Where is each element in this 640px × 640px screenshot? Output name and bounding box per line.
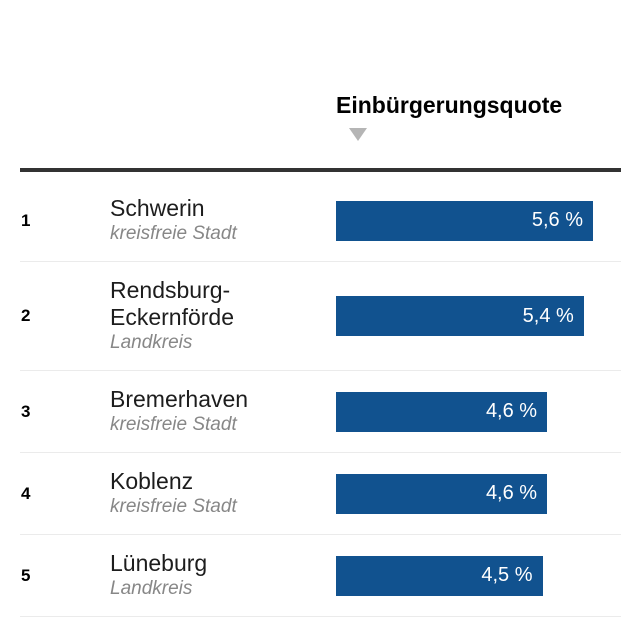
bar-cell: 5,6 % bbox=[336, 200, 621, 241]
value-label: 5,4 % bbox=[522, 304, 574, 327]
rank-cell: 1 bbox=[21, 210, 31, 230]
value-bar: 4,6 % bbox=[336, 473, 548, 514]
region-type: kreisfreie Stadt bbox=[110, 496, 237, 517]
bar-track: 5,6 % bbox=[336, 200, 593, 241]
bar-track: 4,6 % bbox=[336, 391, 593, 432]
table-row: 4 Koblenz kreisfreie Stadt 4,6 % bbox=[20, 453, 621, 535]
column-header-einbuergerungsquote[interactable]: Einbürgerungsquote bbox=[336, 92, 563, 118]
region-name: Lüneburg bbox=[110, 550, 208, 576]
region-name: Koblenz bbox=[110, 468, 194, 494]
region-cell: Lüneburg Landkreis bbox=[110, 550, 336, 601]
value-label: 4,6 % bbox=[485, 400, 538, 422]
value-bar: 4,5 % bbox=[336, 555, 543, 596]
bar-track: 5,4 % bbox=[336, 296, 593, 336]
rank-cell: 2 bbox=[21, 306, 31, 325]
region-type: kreisfreie Stadt bbox=[110, 414, 237, 435]
value-bar: 5,4 % bbox=[336, 296, 584, 336]
bar-track: 4,6 % bbox=[336, 473, 593, 514]
bar-track: 4,5 % bbox=[336, 555, 593, 596]
rank-cell: 3 bbox=[21, 401, 31, 421]
ranked-bar-table: Einbürgerungsquote 1 Schwerin kreisfreie… bbox=[0, 92, 640, 617]
region-name: Schwerin bbox=[110, 195, 205, 221]
value-bar: 4,6 % bbox=[336, 391, 548, 432]
bar-cell: 4,6 % bbox=[336, 473, 621, 514]
region-name: Bremerhaven bbox=[110, 386, 249, 412]
region-type: kreisfreie Stadt bbox=[110, 223, 237, 244]
header-rule bbox=[20, 168, 621, 172]
region-name: Rendsburg-Eckernförde bbox=[110, 277, 235, 330]
rank-cell: 4 bbox=[21, 483, 31, 503]
region-cell: Schwerin kreisfreie Stadt bbox=[110, 195, 336, 246]
bar-cell: 5,4 % bbox=[336, 296, 621, 336]
value-bar: 5,6 % bbox=[336, 200, 593, 241]
bar-cell: 4,5 % bbox=[336, 555, 621, 596]
table-row: 1 Schwerin kreisfreie Stadt 5,6 % bbox=[20, 180, 621, 262]
region-type: Landkreis bbox=[110, 332, 193, 353]
bar-cell: 4,6 % bbox=[336, 391, 621, 432]
value-label: 4,5 % bbox=[481, 564, 533, 586]
table-row: 3 Bremerhaven kreisfreie Stadt 4,6 % bbox=[20, 371, 621, 453]
region-cell: Bremerhaven kreisfreie Stadt bbox=[110, 386, 336, 437]
region-cell: Koblenz kreisfreie Stadt bbox=[110, 468, 336, 519]
table-row: 5 Lüneburg Landkreis 4,5 % bbox=[20, 535, 621, 617]
table-header: Einbürgerungsquote bbox=[20, 92, 621, 141]
value-label: 4,6 % bbox=[485, 482, 538, 504]
region-type: Landkreis bbox=[110, 578, 193, 599]
rank-cell: 5 bbox=[21, 565, 31, 585]
region-cell: Rendsburg-Eckernförde Landkreis bbox=[110, 277, 336, 355]
value-label: 5,6 % bbox=[531, 209, 583, 231]
table-row: 2 Rendsburg-Eckernförde Landkreis 5,4 % bbox=[20, 262, 621, 371]
sort-descending-icon[interactable] bbox=[349, 128, 367, 141]
